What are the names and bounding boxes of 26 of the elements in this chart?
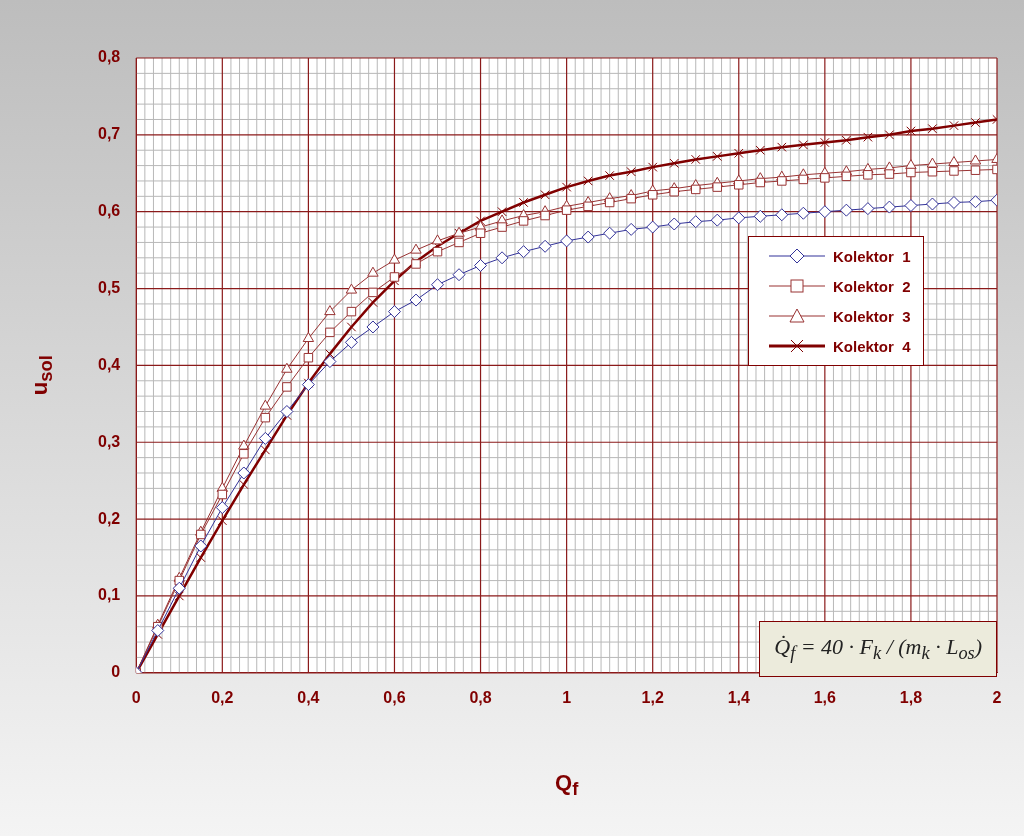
x-tick-label: 2 [992,688,1002,706]
y-tick-label: 0,7 [97,125,121,143]
x-axis-title: Q$_{f}$ [555,770,579,801]
y-tick-label: 0,8 [97,48,121,66]
legend-label: Kolektor 2 [832,276,912,297]
legend-label: Kolektor 3 [832,306,912,327]
legend-label: Kolektor 4 [832,336,912,357]
x-tick-label: 1,6 [813,688,837,706]
legend-label: Kolektor 1 [832,246,912,267]
y-tick-label: 0,2 [97,509,121,527]
x-tick-label: 0,6 [383,688,406,706]
x-tick-label: 0 [131,688,141,706]
y-tick-label: 0 [111,663,121,681]
x-tick-label: 1 [562,688,572,706]
y-tick-label: 0,4 [97,355,121,373]
x-tick-label: 1,8 [899,688,923,706]
x-tick-label: 1,4 [727,688,750,706]
y-tick-label: 0,1 [97,586,121,604]
y-tick-label: 0,3 [97,432,121,450]
x-tick-label: 1,2 [641,688,664,706]
x-tick-label: 0,8 [469,688,492,706]
y-tick-label: 0,5 [97,278,121,296]
text: Q̇$_{f}$ = 40 · F$_{k}$ / (m$_{k}$ · L$_{os}$) [774,634,982,664]
x-tick-label: 0,2 [211,688,234,706]
y-tick-label: 0,6 [97,202,121,220]
x-tick-label: 0,4 [297,688,320,706]
